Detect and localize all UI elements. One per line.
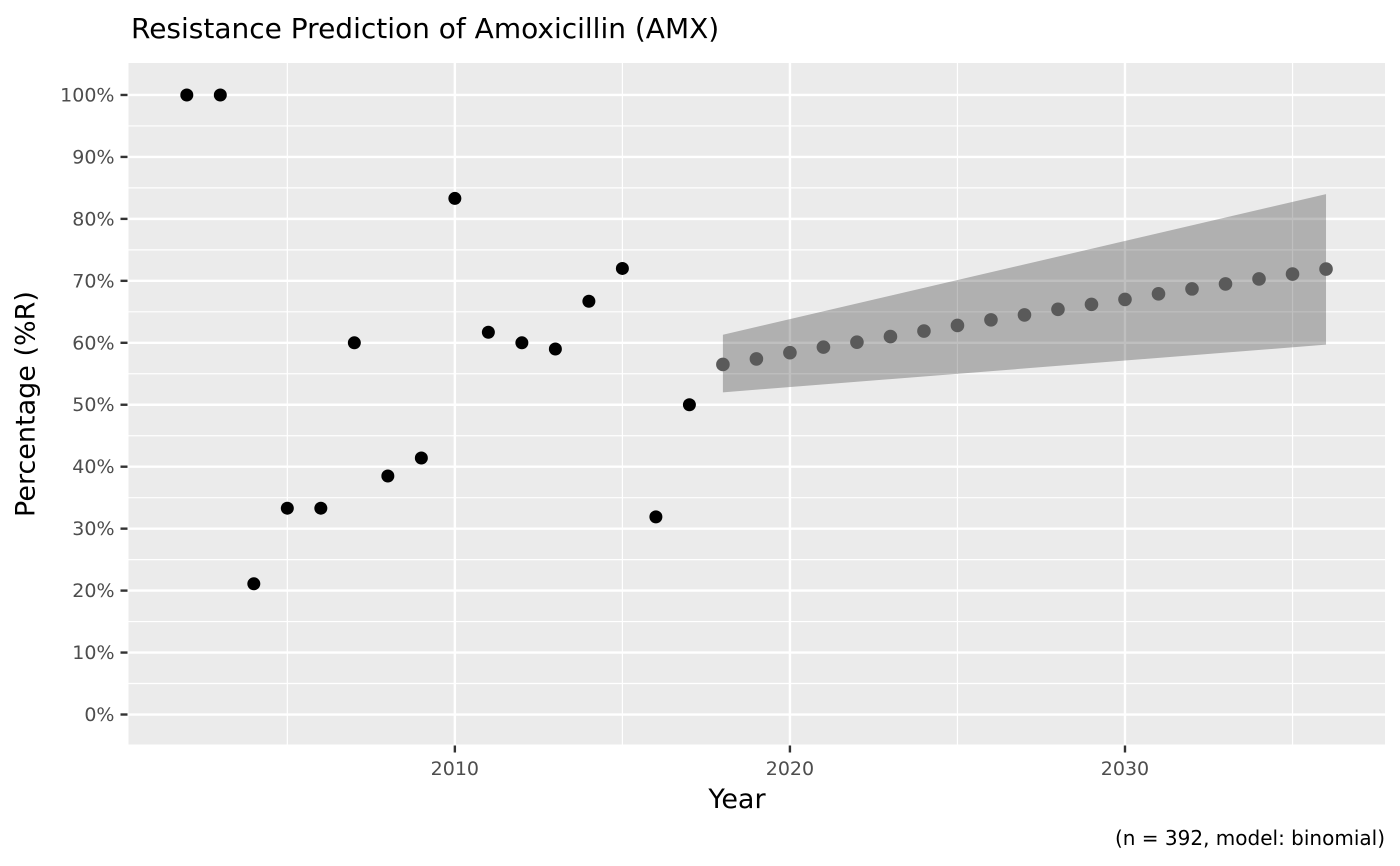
y-tick-label: 0% bbox=[84, 704, 114, 726]
y-tick-label: 100% bbox=[60, 84, 114, 106]
x-axis-title-text: Year bbox=[708, 784, 766, 815]
data-point-observed bbox=[649, 510, 663, 524]
y-tick-label: 90% bbox=[72, 146, 114, 168]
data-point-predicted bbox=[850, 335, 864, 349]
data-point-predicted bbox=[1252, 272, 1266, 286]
data-point-observed bbox=[582, 294, 596, 308]
data-point-predicted bbox=[783, 345, 797, 360]
data-point-predicted bbox=[883, 329, 898, 344]
x-axis-title: Year bbox=[0, 784, 1400, 815]
data-point-observed bbox=[213, 88, 227, 102]
data-point-observed bbox=[414, 451, 428, 465]
data-point-predicted bbox=[1118, 292, 1132, 307]
x-tick-label: 2020 bbox=[766, 758, 814, 780]
data-point-observed bbox=[381, 469, 395, 483]
data-point-predicted bbox=[716, 357, 730, 372]
data-point-predicted bbox=[1151, 287, 1166, 301]
data-point-observed bbox=[682, 398, 696, 412]
data-point-observed bbox=[180, 88, 194, 102]
chart-caption: (n = 392, model: binomial) bbox=[1114, 826, 1385, 850]
data-point-predicted bbox=[950, 318, 965, 333]
data-point-observed bbox=[515, 336, 529, 350]
y-tick-label: 40% bbox=[72, 456, 114, 478]
y-tick-label: 60% bbox=[72, 332, 114, 354]
data-point-predicted bbox=[917, 324, 931, 338]
data-point-predicted bbox=[1319, 262, 1333, 276]
chart-title: Resistance Prediction of Amoxicillin (AM… bbox=[131, 12, 720, 45]
data-point-observed bbox=[247, 577, 261, 591]
x-tick-label: 2010 bbox=[431, 758, 479, 780]
data-point-predicted bbox=[1084, 297, 1099, 312]
data-point-observed bbox=[615, 261, 629, 275]
data-point-predicted bbox=[749, 352, 764, 366]
data-point-predicted bbox=[1285, 267, 1300, 281]
data-point-predicted bbox=[1051, 302, 1065, 317]
data-point-predicted bbox=[816, 340, 831, 354]
data-point-observed bbox=[280, 501, 294, 515]
data-point-predicted bbox=[984, 313, 998, 327]
y-tick-label: 10% bbox=[72, 642, 114, 664]
data-point-predicted bbox=[1218, 277, 1233, 291]
data-point-predicted bbox=[1185, 282, 1199, 296]
x-tick-label: 2030 bbox=[1101, 758, 1149, 780]
y-tick-label: 20% bbox=[72, 580, 114, 602]
data-point-observed bbox=[481, 325, 495, 339]
data-point-observed bbox=[548, 342, 562, 356]
y-tick-label: 30% bbox=[72, 518, 114, 540]
y-tick-label: 70% bbox=[72, 270, 114, 292]
data-point-observed bbox=[448, 191, 462, 205]
confidence-band bbox=[722, 194, 1327, 393]
data-point-observed bbox=[347, 336, 361, 350]
y-tick-label: 80% bbox=[72, 208, 114, 230]
y-tick-label: 50% bbox=[72, 394, 114, 416]
data-point-predicted bbox=[1017, 308, 1032, 322]
data-point-observed bbox=[314, 501, 328, 515]
